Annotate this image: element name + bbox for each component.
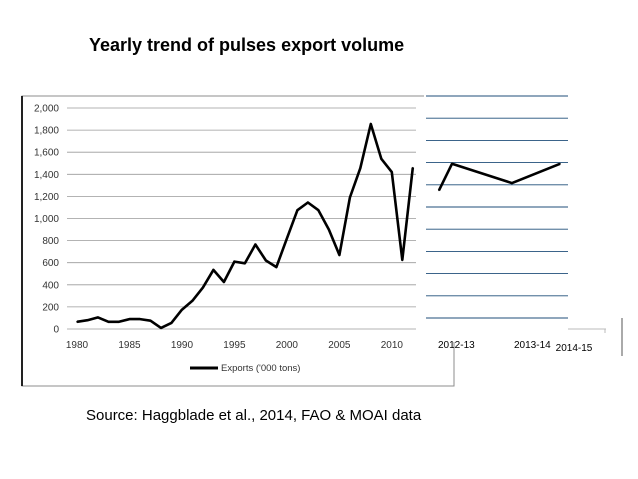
data-point [349,196,351,199]
data-point [202,286,204,289]
data-point [212,269,215,271]
data-point [286,237,288,240]
data-point [139,318,141,320]
data-point [76,321,78,323]
y-tick-label: 1,200 [34,192,59,203]
data-point [328,228,330,231]
x-tick-label: 2005 [328,340,351,351]
data-point [391,171,393,173]
y-tick-label: 200 [42,302,59,313]
data-point [412,166,414,169]
x-tick-label: 1980 [66,340,89,351]
x-tick-label: 1995 [223,340,246,351]
y-tick-label: 1,800 [34,126,59,137]
x-tick-label: 2010 [381,340,404,351]
data-point [149,319,152,322]
slide-title: Yearly trend of pulses export volume [89,35,405,55]
x-tick-label: 2000 [276,340,299,351]
data-point [118,321,120,323]
y-tick-label: 1,000 [34,214,59,225]
y-tick-label: 800 [42,236,59,247]
overlay-data-point [438,189,440,192]
data-point [160,327,162,329]
overlay-panel [424,92,570,342]
data-point [359,167,362,170]
data-point [170,322,173,324]
overlay-data-point [451,163,453,165]
data-point [97,316,99,319]
data-point [223,281,225,283]
y-tick-label: 600 [42,258,59,269]
x-tick-label: 1990 [171,340,194,351]
data-point [128,318,131,320]
y-tick-label: 1,600 [34,148,59,159]
overlay-x-tick-label: 2013-14 [514,340,551,351]
data-point [307,201,309,204]
data-point [401,259,404,261]
data-point [244,262,246,265]
y-tick-label: 1,400 [34,170,59,181]
data-point [317,209,320,212]
y-tick-label: 2,000 [34,104,59,115]
y-tick-label: 400 [42,280,59,291]
data-point [181,308,183,311]
x-tick-label: 1985 [118,340,141,351]
data-point [370,123,372,125]
data-point [233,260,236,263]
data-point [254,243,257,246]
data-point [107,321,110,323]
overlay-x-tick-label: 2012-13 [438,340,475,351]
overlay-data-point [559,163,561,165]
data-point [296,209,299,212]
data-point [86,319,89,321]
legend-label: Exports ('000 tons) [221,363,300,374]
data-point [275,266,278,268]
data-point [265,259,267,262]
series-line-exports [76,122,415,330]
data-point [380,158,383,160]
y-tick-label: 0 [53,325,59,336]
overlay-x-tick-label: 2014-15 [556,343,593,354]
series-line-overlay [437,162,561,191]
data-point [338,254,341,256]
source-note: Source: Haggblade et al., 2014, FAO & MO… [86,407,422,424]
overlay-data-point [511,182,513,184]
data-point [191,300,194,302]
